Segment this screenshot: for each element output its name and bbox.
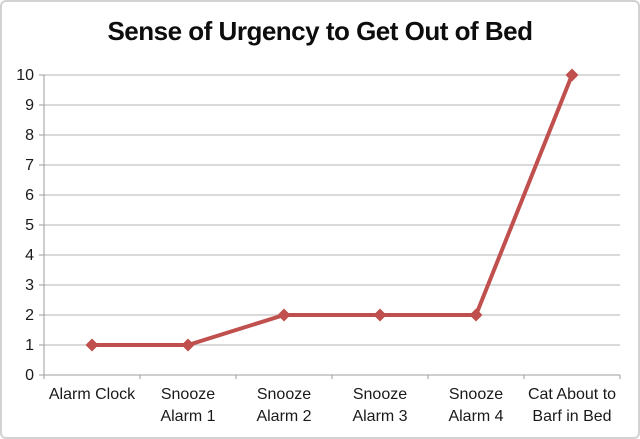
data-point-marker xyxy=(85,338,99,352)
x-tick-label: Snooze xyxy=(257,386,311,403)
x-tick-label: Alarm 1 xyxy=(160,408,215,425)
x-tick-label: Snooze xyxy=(449,386,503,403)
y-tick-label: 10 xyxy=(16,67,34,84)
data-point-marker xyxy=(277,308,291,322)
y-tick-label: 6 xyxy=(25,187,34,204)
x-tick-label: Alarm 4 xyxy=(448,408,503,425)
x-tick-label: Alarm 2 xyxy=(256,408,311,425)
data-point-marker xyxy=(373,308,387,322)
y-tick-label: 9 xyxy=(25,97,34,114)
y-tick-label: 0 xyxy=(25,367,34,384)
x-tick-label: Barf in Bed xyxy=(532,408,611,425)
x-tick-label: Alarm 3 xyxy=(352,408,407,425)
data-point-marker xyxy=(565,68,579,82)
y-tick-label: 4 xyxy=(25,247,34,264)
y-tick-label: 8 xyxy=(25,127,34,144)
data-point-marker xyxy=(181,338,195,352)
y-tick-label: 3 xyxy=(25,277,34,294)
x-tick-label: Cat About to xyxy=(528,386,616,403)
data-point-marker xyxy=(469,308,483,322)
y-tick-label: 7 xyxy=(25,157,34,174)
y-tick-label: 1 xyxy=(25,337,34,354)
x-tick-label: Alarm Clock xyxy=(49,386,136,403)
y-tick-label: 5 xyxy=(25,217,34,234)
y-tick-label: 2 xyxy=(25,307,34,324)
x-tick-label: Snooze xyxy=(161,386,215,403)
chart-title: Sense of Urgency to Get Out of Bed xyxy=(107,16,533,46)
data-line xyxy=(90,73,574,347)
x-tick-label: Snooze xyxy=(353,386,407,403)
